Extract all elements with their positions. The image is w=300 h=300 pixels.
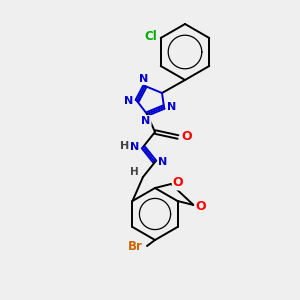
Text: H: H [120, 141, 130, 151]
Text: N: N [130, 142, 140, 152]
Text: O: O [173, 176, 183, 190]
Text: H: H [130, 167, 138, 177]
Text: N: N [167, 102, 177, 112]
Text: Br: Br [128, 241, 142, 254]
Text: Cl: Cl [144, 31, 157, 44]
Text: O: O [195, 200, 206, 212]
Text: N: N [124, 96, 134, 106]
Text: N: N [158, 157, 168, 167]
Text: O: O [182, 130, 192, 142]
Text: N: N [141, 116, 151, 126]
Text: N: N [140, 74, 148, 84]
